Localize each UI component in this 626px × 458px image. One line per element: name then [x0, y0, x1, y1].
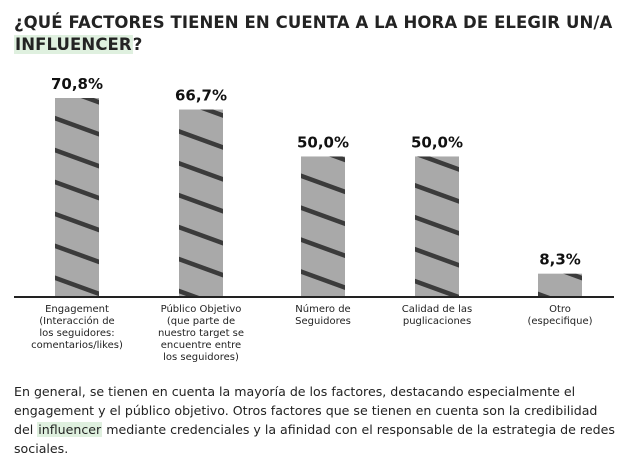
value-label-3: 50,0% [297, 133, 349, 151]
category-label-5-line-1: Otro [549, 304, 571, 315]
category-label-3: Número de Seguidores [295, 303, 351, 327]
bar-2 [179, 109, 223, 297]
description-part-1: En general, se tienen en cuenta la mayor… [14, 384, 598, 437]
category-label-5: Otro (especifique) [527, 304, 592, 327]
category-label-4-line-1: Calidad de las [402, 304, 472, 315]
category-label-1-line-2: (Interacción de [39, 315, 114, 327]
bar-4 [415, 156, 459, 297]
title-highlight-influencer: INFLUENCER [14, 35, 133, 54]
bar-chart: 70,8% 66,7% 50,0% 50,0% 8,3% Engagement (Inte… [14, 75, 614, 363]
bars-group [55, 98, 582, 297]
category-label-4: Calidad de las puglicaciones [402, 304, 472, 327]
description-paragraph: En general, se tienen en cuenta la mayor… [14, 382, 618, 458]
value-labels-group: 70,8% 66,7% 50,0% 50,0% 8,3% [51, 75, 581, 269]
title-question-mark: ? [132, 35, 143, 54]
category-label-2-line-1: Público Objetivo [161, 303, 242, 315]
chart-title-line-1: ¿QUÉ FACTORES TIENEN EN CUENTA A LA HORA… [14, 13, 613, 32]
category-label-1-line-1: Engagement [45, 304, 109, 315]
category-label-2-line-3: nuestro target se [158, 328, 244, 339]
bar-3 [301, 156, 345, 297]
category-label-2-line-2: (que parte de [167, 316, 235, 327]
category-label-2-line-4: encuentre entre [161, 340, 241, 351]
category-label-3-line-2: Seguidores [295, 316, 351, 327]
category-label-5-line-2: (especifique) [527, 316, 592, 327]
chart-title-line-2: INFLUENCER? [14, 34, 614, 56]
category-label-3-line-1: Número de [295, 303, 350, 315]
bar-1 [55, 98, 99, 297]
category-label-1: Engagement (Interacción de los seguidores:… [31, 304, 123, 351]
category-label-2-line-5: los seguidores) [163, 352, 239, 363]
category-label-2: Público Objetivo (que parte de nuestro tar… [158, 303, 244, 363]
description-part-2: mediante credenciales y la afinidad con … [14, 422, 615, 456]
value-label-1: 70,8% [51, 75, 103, 93]
bar-5 [538, 273, 582, 297]
category-labels-group: Engagement (Interacción de los seguidores:… [31, 303, 593, 363]
category-label-1-line-4: comentarios/likes) [31, 340, 123, 351]
chart-title: ¿QUÉ FACTORES TIENEN EN CUENTA A LA HORA… [14, 12, 614, 56]
category-label-1-line-3: los seguidores: [39, 328, 114, 339]
value-label-2: 66,7% [175, 87, 227, 105]
value-label-4: 50,0% [411, 133, 463, 151]
value-label-5: 8,3% [539, 251, 581, 269]
category-label-4-line-2: puglicaciones [403, 316, 471, 327]
description-highlight-influencer: influencer [37, 422, 103, 437]
